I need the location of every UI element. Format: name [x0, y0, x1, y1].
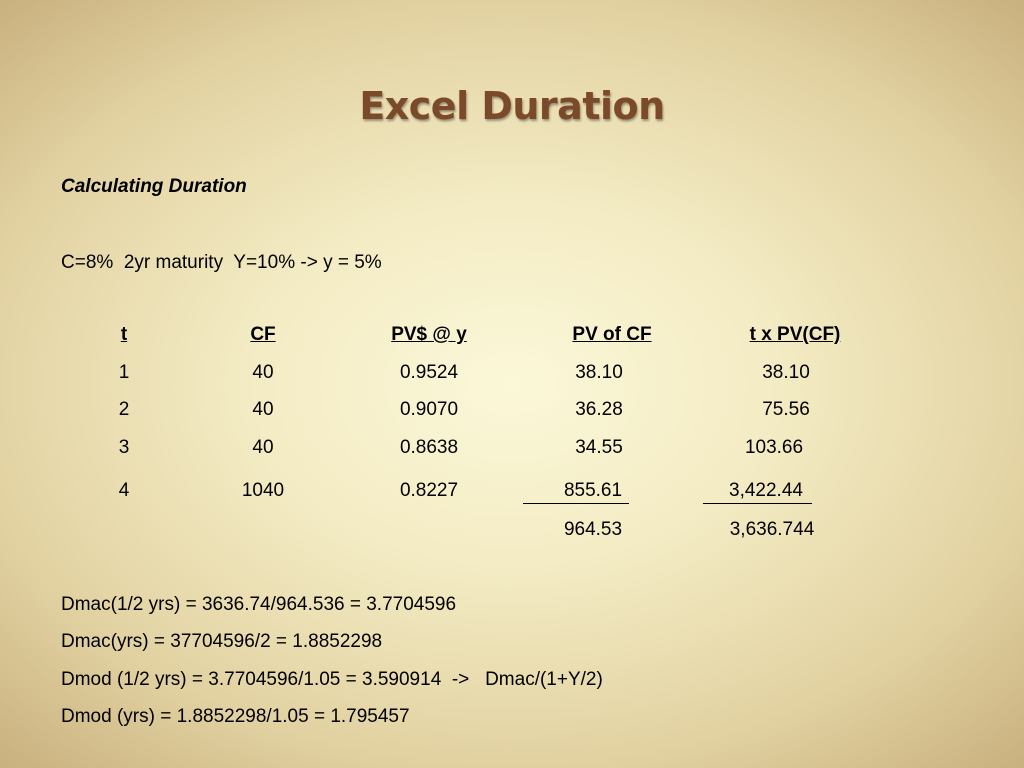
total-pv-of-cf: 964.53	[563, 519, 623, 540]
table-cell: 40	[252, 362, 274, 383]
sum-underline	[703, 503, 812, 504]
formula-line: Dmod (1/2 yrs) = 3.7704596/1.05 = 3.5909…	[61, 669, 603, 690]
table-cell: 38.10	[575, 362, 623, 383]
header-pv-of-cf: PV of CF	[572, 324, 652, 345]
table-cell: 0.8227	[399, 480, 459, 501]
table-cell: 3	[118, 437, 130, 458]
total-t-x-pv: 3,636.744	[729, 519, 815, 540]
slide-title: Excel Duration	[359, 84, 665, 128]
formula-line: Dmac(yrs) = 37704596/2 = 1.8852298	[61, 631, 383, 652]
table-cell: 1	[118, 362, 130, 383]
formula-line: Dmod (yrs) = 1.8852298/1.05 = 1.795457	[61, 706, 410, 727]
table-cell: 36.28	[575, 399, 623, 420]
table-cell: 4	[118, 480, 130, 501]
header-cf: CF	[250, 324, 276, 345]
table-cell: 0.8638	[399, 437, 459, 458]
table-cell: 0.9070	[399, 399, 459, 420]
sum-underline	[523, 503, 629, 504]
table-cell: 0.9524	[399, 362, 459, 383]
table-cell: 3,422.44	[729, 480, 803, 501]
formula-line: Dmac(1/2 yrs) = 3636.74/964.536 = 3.7704…	[61, 594, 457, 615]
table-cell: 855.61	[563, 480, 623, 501]
table-cell: 1040	[241, 480, 285, 501]
table-cell: 2	[118, 399, 130, 420]
table-cell: 40	[252, 437, 274, 458]
subtitle: Calculating Duration	[61, 176, 247, 197]
header-t-x-pv: t x PV(CF)	[749, 324, 841, 345]
table-cell: 34.55	[575, 437, 623, 458]
given-parameters: C=8% 2yr maturity Y=10% -> y = 5%	[61, 252, 382, 273]
table-cell: 38.10	[762, 362, 810, 383]
table-cell: 40	[252, 399, 274, 420]
header-pv-factor: PV$ @ y	[391, 324, 467, 345]
table-cell: 75.56	[762, 399, 810, 420]
header-t: t	[120, 324, 128, 345]
table-cell: 103.66	[744, 437, 804, 458]
